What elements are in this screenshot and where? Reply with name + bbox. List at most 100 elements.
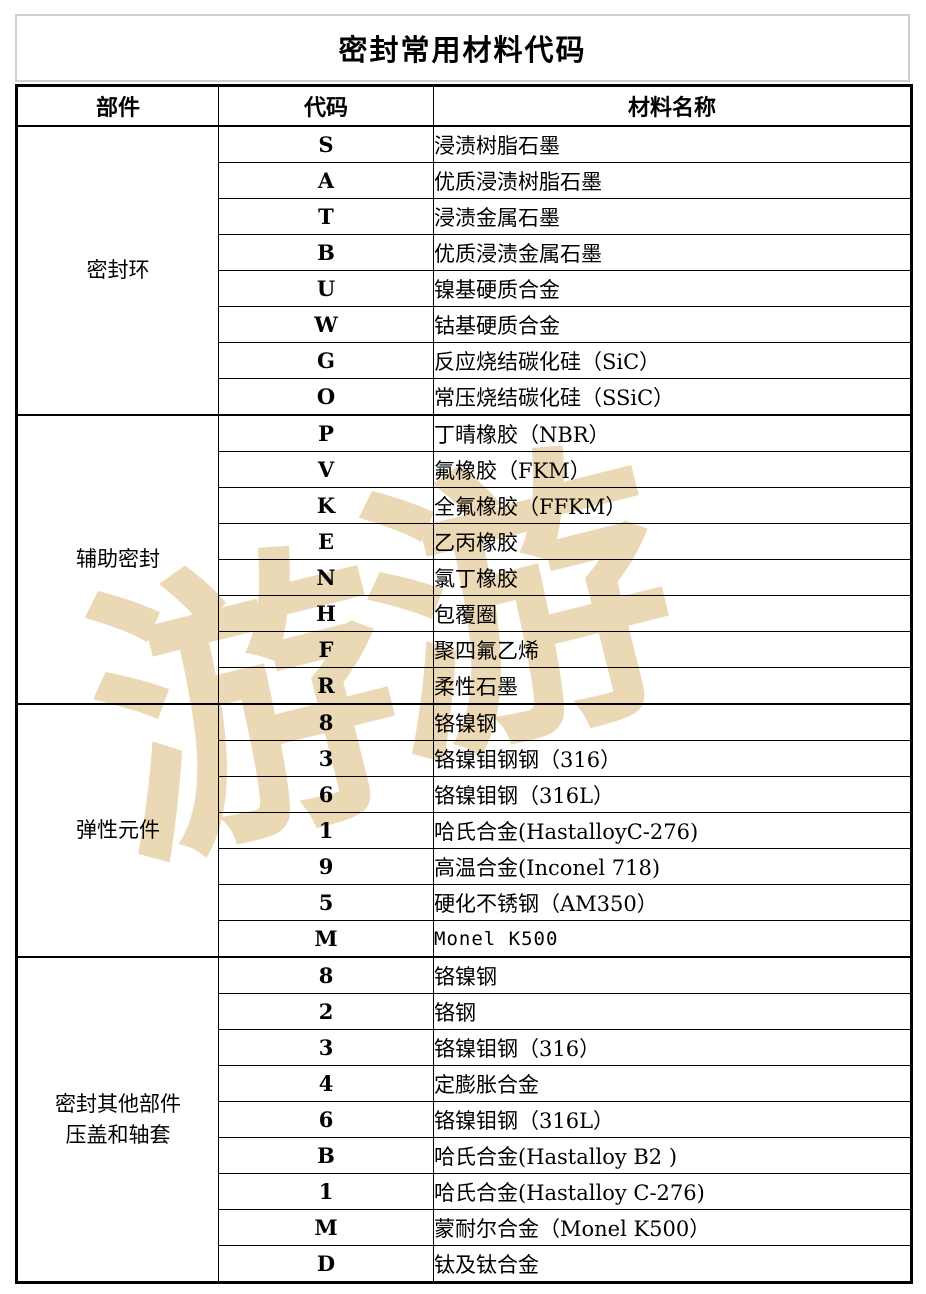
material-name-cell: 乙丙橡胶 <box>433 523 912 560</box>
material-name-cell: 钛及钛合金 <box>433 1245 912 1283</box>
table-row: 9 高温合金(Inconel 718) <box>17 848 912 885</box>
table-row: E 乙丙橡胶 <box>17 523 912 560</box>
table-row: 1 哈氏合金(HastalloyC-276) <box>17 812 912 849</box>
header-row: 部件 代码 材料名称 <box>16 85 912 127</box>
material-name-cell: 铬镍钼钢（316） <box>433 1029 912 1066</box>
material-name-cell: 聚四氟乙烯 <box>433 631 912 668</box>
code-cell: N <box>218 559 434 596</box>
code-cell: 6 <box>218 776 434 813</box>
table-row: 辅助密封 P 丁晴橡胶（NBR） <box>16 414 912 705</box>
code-cell: B <box>218 1137 434 1174</box>
code-cell: M <box>218 1209 434 1246</box>
code-cell: 3 <box>218 740 434 777</box>
material-code-table: 部件 代码 材料名称 密封环 S 浸渍树脂石墨 A 优质浸渍树脂石墨 T 浸渍金属石墨 B 优质… <box>15 84 913 1284</box>
material-name-cell: 定膨胀合金 <box>433 1065 912 1102</box>
material-name-cell: 哈氏合金(HastalloyC-276) <box>433 812 912 849</box>
material-name-cell: 铬镍钼钢钢（316） <box>433 740 912 777</box>
code-cell: 6 <box>218 1101 434 1138</box>
table-row: M 蒙耐尔合金（Monel K500） <box>17 1209 912 1246</box>
table-row: A 优质浸渍树脂石墨 <box>17 162 912 199</box>
part-cell-line: 辅助密封 <box>76 547 160 572</box>
column-header-code: 代码 <box>218 85 434 127</box>
table-row: O 常压烧结碳化硅（SSiC） <box>17 378 912 416</box>
part-cell-line: 密封其他部件 <box>55 1092 181 1117</box>
code-cell: 1 <box>218 812 434 849</box>
code-cell: K <box>218 487 434 524</box>
code-cell: M <box>218 920 434 958</box>
column-header-name: 材料名称 <box>433 85 912 127</box>
material-name-cell: 包覆圈 <box>433 595 912 632</box>
title-cell: 密封常用材料代码 <box>15 14 910 82</box>
column-header-part: 部件 <box>16 85 219 127</box>
code-cell: 3 <box>218 1029 434 1066</box>
table-row: V 氟橡胶（FKM） <box>17 451 912 488</box>
code-cell: E <box>218 523 434 560</box>
material-name-cell: 铬镍钼钢（316L） <box>433 776 912 813</box>
part-cell: 密封环 <box>16 125 219 416</box>
code-cell: 2 <box>218 993 434 1030</box>
material-name-cell: 铬钢 <box>433 993 912 1030</box>
code-cell: 8 <box>218 703 434 741</box>
table-row: M Monel K500 <box>17 920 912 958</box>
material-name-cell: Monel K500 <box>433 920 912 958</box>
material-name-cell: 高温合金(Inconel 718) <box>433 848 912 885</box>
part-cell: 弹性元件 <box>16 703 219 958</box>
part-cell: 密封其他部件 压盖和轴套 <box>16 956 219 1283</box>
code-cell: 9 <box>218 848 434 885</box>
table-row: 密封环 S 浸渍树脂石墨 <box>16 125 912 416</box>
material-name-cell: 铬镍钢 <box>433 703 912 741</box>
code-cell: G <box>218 342 434 379</box>
material-name-cell: 钴基硬质合金 <box>433 306 912 343</box>
material-name-cell: 哈氏合金(Hastalloy B2 ) <box>433 1137 912 1174</box>
material-name-cell: 浸渍金属石墨 <box>433 198 912 235</box>
table-row: D 钛及钛合金 <box>17 1245 912 1283</box>
material-name-cell: 硬化不锈钢（AM350） <box>433 884 912 921</box>
table-body: 密封环 S 浸渍树脂石墨 A 优质浸渍树脂石墨 T 浸渍金属石墨 B 优质浸渍金属石墨 U 镍基硬质… <box>16 125 912 1283</box>
code-cell: W <box>218 306 434 343</box>
material-name-cell: 铬镍钼钢（316L） <box>433 1101 912 1138</box>
material-name-cell: 常压烧结碳化硅（SSiC） <box>433 378 912 416</box>
code-cell: T <box>218 198 434 235</box>
table-row: 密封其他部件 压盖和轴套 8 铬镍钢 <box>16 956 912 1283</box>
material-code-table-wrapper: 部件 代码 材料名称 密封环 S 浸渍树脂石墨 A 优质浸渍树脂石墨 T 浸渍金属石墨 B 优质… <box>15 84 913 1284</box>
material-name-cell: 镍基硬质合金 <box>433 270 912 307</box>
code-cell: 4 <box>218 1065 434 1102</box>
material-name-cell: 柔性石墨 <box>433 667 912 705</box>
material-name-cell: 哈氏合金(Hastalloy C-276) <box>433 1173 912 1210</box>
part-cell-line: 压盖和轴套 <box>65 1122 171 1147</box>
material-name-cell: 浸渍树脂石墨 <box>433 125 912 163</box>
table-row: N 氯丁橡胶 <box>17 559 912 596</box>
part-cell-line: 密封环 <box>86 258 150 283</box>
material-name-cell: 氟橡胶（FKM） <box>433 451 912 488</box>
material-name-cell: 丁晴橡胶（NBR） <box>433 414 912 452</box>
code-cell: R <box>218 667 434 705</box>
table-row: 1 哈氏合金(Hastalloy C-276) <box>17 1173 912 1210</box>
material-name-cell: 全氟橡胶（FFKM） <box>433 487 912 524</box>
code-cell: A <box>218 162 434 199</box>
table-row: 5 硬化不锈钢（AM350） <box>17 884 912 921</box>
code-cell: V <box>218 451 434 488</box>
table-row: G 反应烧结碳化硅（SiC） <box>17 342 912 379</box>
code-cell: U <box>218 270 434 307</box>
material-name-cell: 优质浸渍树脂石墨 <box>433 162 912 199</box>
material-name-cell: 反应烧结碳化硅（SiC） <box>433 342 912 379</box>
material-name-cell: 铬镍钢 <box>433 956 912 994</box>
code-cell: H <box>218 595 434 632</box>
table-row: K 全氟橡胶（FFKM） <box>17 487 912 524</box>
code-cell: D <box>218 1245 434 1283</box>
code-cell: F <box>218 631 434 668</box>
code-cell: 1 <box>218 1173 434 1210</box>
table-row: H 包覆圈 <box>17 595 912 632</box>
table-row: R 柔性石墨 <box>17 667 912 705</box>
table-row: T 浸渍金属石墨 <box>17 198 912 235</box>
page-title: 密封常用材料代码 <box>338 33 587 67</box>
code-cell: 8 <box>218 956 434 994</box>
material-name-cell: 氯丁橡胶 <box>433 559 912 596</box>
code-cell: B <box>218 234 434 271</box>
material-name-cell: 蒙耐尔合金（Monel K500） <box>433 1209 912 1246</box>
code-cell: O <box>218 378 434 416</box>
material-name-cell: 优质浸渍金属石墨 <box>433 234 912 271</box>
table-row: B 优质浸渍金属石墨 <box>17 234 912 271</box>
table-row: 3 铬镍钼钢（316） <box>17 1029 912 1066</box>
